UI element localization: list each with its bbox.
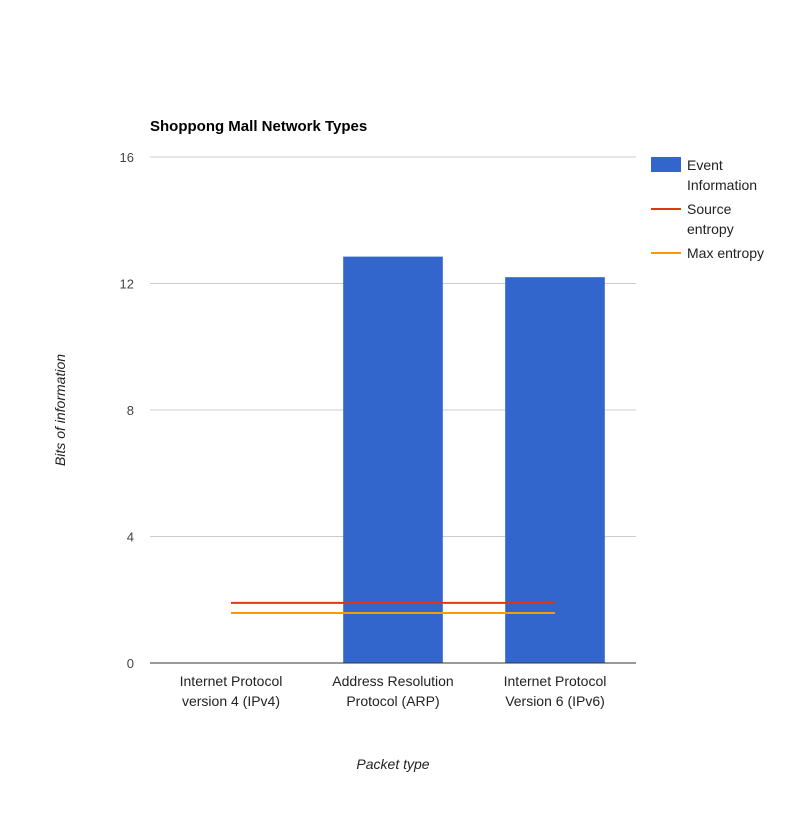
bars [343, 256, 605, 663]
legend-swatch [651, 157, 681, 172]
legend-label: Event [687, 157, 723, 173]
y-tick-label: 0 [127, 656, 134, 671]
y-tick-label: 12 [120, 277, 134, 292]
x-category-label: Address Resolution [332, 673, 453, 689]
x-axis-categories: Internet Protocol version 4 (IPv4) Address… [180, 673, 607, 709]
bar [505, 277, 605, 663]
y-axis-title: Bits of information [52, 354, 68, 466]
x-category-label: Protocol (ARP) [346, 693, 439, 709]
legend-label: Information [687, 177, 757, 193]
legend-label: Source [687, 201, 732, 217]
x-category-label: Internet Protocol [180, 673, 283, 689]
x-category-label: Version 6 (IPv6) [505, 693, 605, 709]
y-tick-label: 8 [127, 403, 134, 418]
x-axis-title: Packet type [356, 756, 429, 772]
legend-label: Max entropy [687, 245, 764, 261]
y-tick-label: 16 [120, 150, 134, 165]
chart-title: Shoppong Mall Network Types [150, 118, 367, 135]
series-lines [231, 601, 555, 615]
legend: Event Information Source entropy Max entropy [651, 157, 764, 261]
y-axis-ticks: 0 4 8 12 16 [120, 150, 134, 671]
x-category-label: Internet Protocol [504, 673, 607, 689]
bar [343, 256, 443, 663]
x-category-label: version 4 (IPv4) [182, 693, 280, 709]
y-tick-label: 4 [127, 530, 134, 545]
legend-label: entropy [687, 221, 734, 237]
